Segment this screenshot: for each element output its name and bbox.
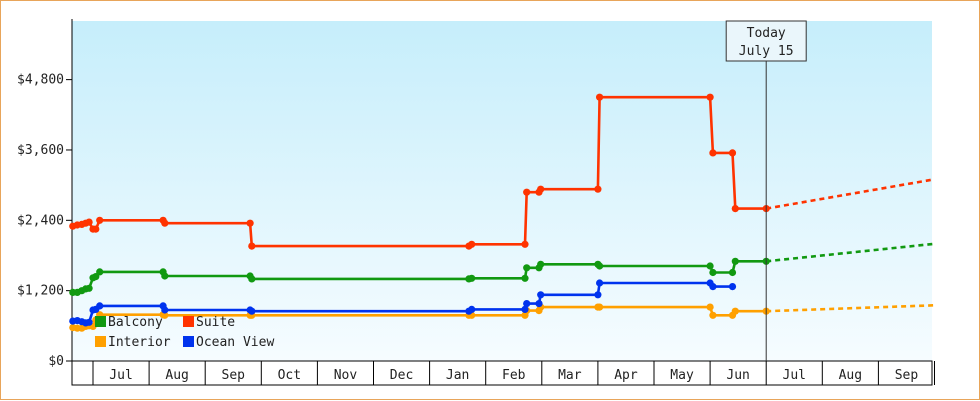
data-point: [594, 185, 602, 193]
data-point: [728, 268, 737, 277]
legend: Balcony Suite Interior Ocean View: [95, 315, 274, 350]
data-point: [521, 240, 529, 248]
data-point: [596, 303, 604, 311]
series-forecast: [765, 178, 935, 210]
data-point: [468, 274, 476, 282]
today-date: July 15: [739, 44, 794, 59]
data-point: [731, 307, 739, 315]
x-tick-label: Sep: [895, 368, 919, 383]
series-balcony: [69, 242, 935, 296]
data-point: [709, 311, 717, 319]
data-point: [537, 260, 545, 268]
today-box: [725, 20, 807, 62]
data-point: [596, 279, 604, 287]
data-point: [248, 275, 256, 283]
legend-label: Interior: [108, 335, 171, 350]
data-point: [731, 257, 739, 265]
x-tick-label: Jul: [109, 368, 132, 383]
data-point: [85, 218, 93, 226]
data-point: [706, 93, 714, 101]
data-point: [709, 149, 717, 157]
data-point: [161, 306, 169, 314]
data-point: [523, 188, 531, 196]
x-tick-label: Jun: [726, 368, 749, 383]
data-point: [535, 300, 543, 308]
data-point: [706, 303, 714, 311]
x-tick-label: Apr: [614, 368, 638, 383]
x-tick-label: Feb: [502, 368, 526, 383]
y-tick-label: $4,800: [17, 73, 64, 88]
data-point: [709, 283, 717, 291]
y-tick-label: $2,400: [17, 213, 64, 228]
data-point: [161, 272, 169, 280]
y-axis: $0 $1,200 $2,400 $3,600 $4,800: [17, 19, 73, 369]
x-tick-label: Aug: [165, 368, 188, 383]
plot-area: [72, 21, 932, 361]
legend-swatch: [95, 316, 106, 327]
data-point: [594, 291, 602, 299]
data-point: [248, 307, 256, 315]
x-tick-label: May: [670, 368, 694, 383]
data-point: [85, 318, 93, 326]
data-point: [521, 274, 529, 282]
x-axis-band: [71, 360, 933, 386]
data-point: [468, 240, 476, 248]
data-point: [523, 264, 531, 272]
data-point: [85, 284, 93, 292]
data-point: [706, 262, 714, 270]
x-axis: Jul Aug Sep Oct Nov Dec Jan Feb Mar Apr May Jun Jul A…: [71, 360, 935, 386]
y-tick-label: $0: [48, 354, 64, 369]
data-point: [731, 205, 739, 213]
data-point: [709, 268, 717, 277]
series-ocean-view: [69, 279, 737, 327]
legend-label: Ocean View: [196, 335, 274, 350]
legend-item-interior: Interior: [95, 335, 171, 350]
data-point: [537, 185, 545, 193]
data-point: [523, 300, 531, 308]
series-layer: [69, 93, 935, 332]
x-tick-label: Nov: [334, 368, 358, 383]
legend-swatch: [183, 316, 194, 327]
x-tick-label: Jul: [783, 368, 806, 383]
legend-label: Balcony: [108, 315, 163, 330]
x-tick-label: Oct: [278, 368, 301, 383]
data-point: [246, 219, 254, 227]
legend-item-ocean-view: Ocean View: [183, 335, 274, 350]
data-point: [161, 219, 169, 227]
data-point: [161, 311, 169, 319]
data-point: [728, 283, 737, 291]
y-tick-label: $1,200: [17, 284, 64, 299]
data-point: [96, 216, 104, 224]
series-forecast: [766, 242, 935, 263]
x-tick-label: Dec: [390, 368, 413, 383]
data-point: [92, 225, 100, 233]
data-point: [96, 302, 104, 310]
x-tick-label: Aug: [839, 368, 862, 383]
y-tick-label: $3,600: [17, 143, 64, 158]
legend-swatch: [95, 336, 106, 347]
x-tick-label: Jan: [446, 368, 469, 383]
legend-label: Suite: [196, 315, 235, 330]
data-point: [96, 268, 104, 276]
series-forecast: [766, 304, 935, 313]
series-suite: [69, 93, 935, 250]
data-point: [596, 93, 604, 101]
data-point: [248, 242, 256, 250]
data-point: [537, 291, 545, 299]
x-tick-label: Sep: [222, 368, 246, 383]
legend-item-suite: Suite: [183, 315, 235, 330]
data-point: [521, 305, 529, 313]
x-tick-label: Mar: [558, 368, 582, 383]
data-point: [596, 262, 604, 270]
data-point: [468, 305, 476, 313]
legend-swatch: [183, 336, 194, 347]
data-point: [728, 149, 737, 157]
legend-item-balcony: Balcony: [95, 315, 163, 330]
today-label: Today: [747, 26, 786, 41]
today-marker: Today July 15: [725, 20, 807, 361]
